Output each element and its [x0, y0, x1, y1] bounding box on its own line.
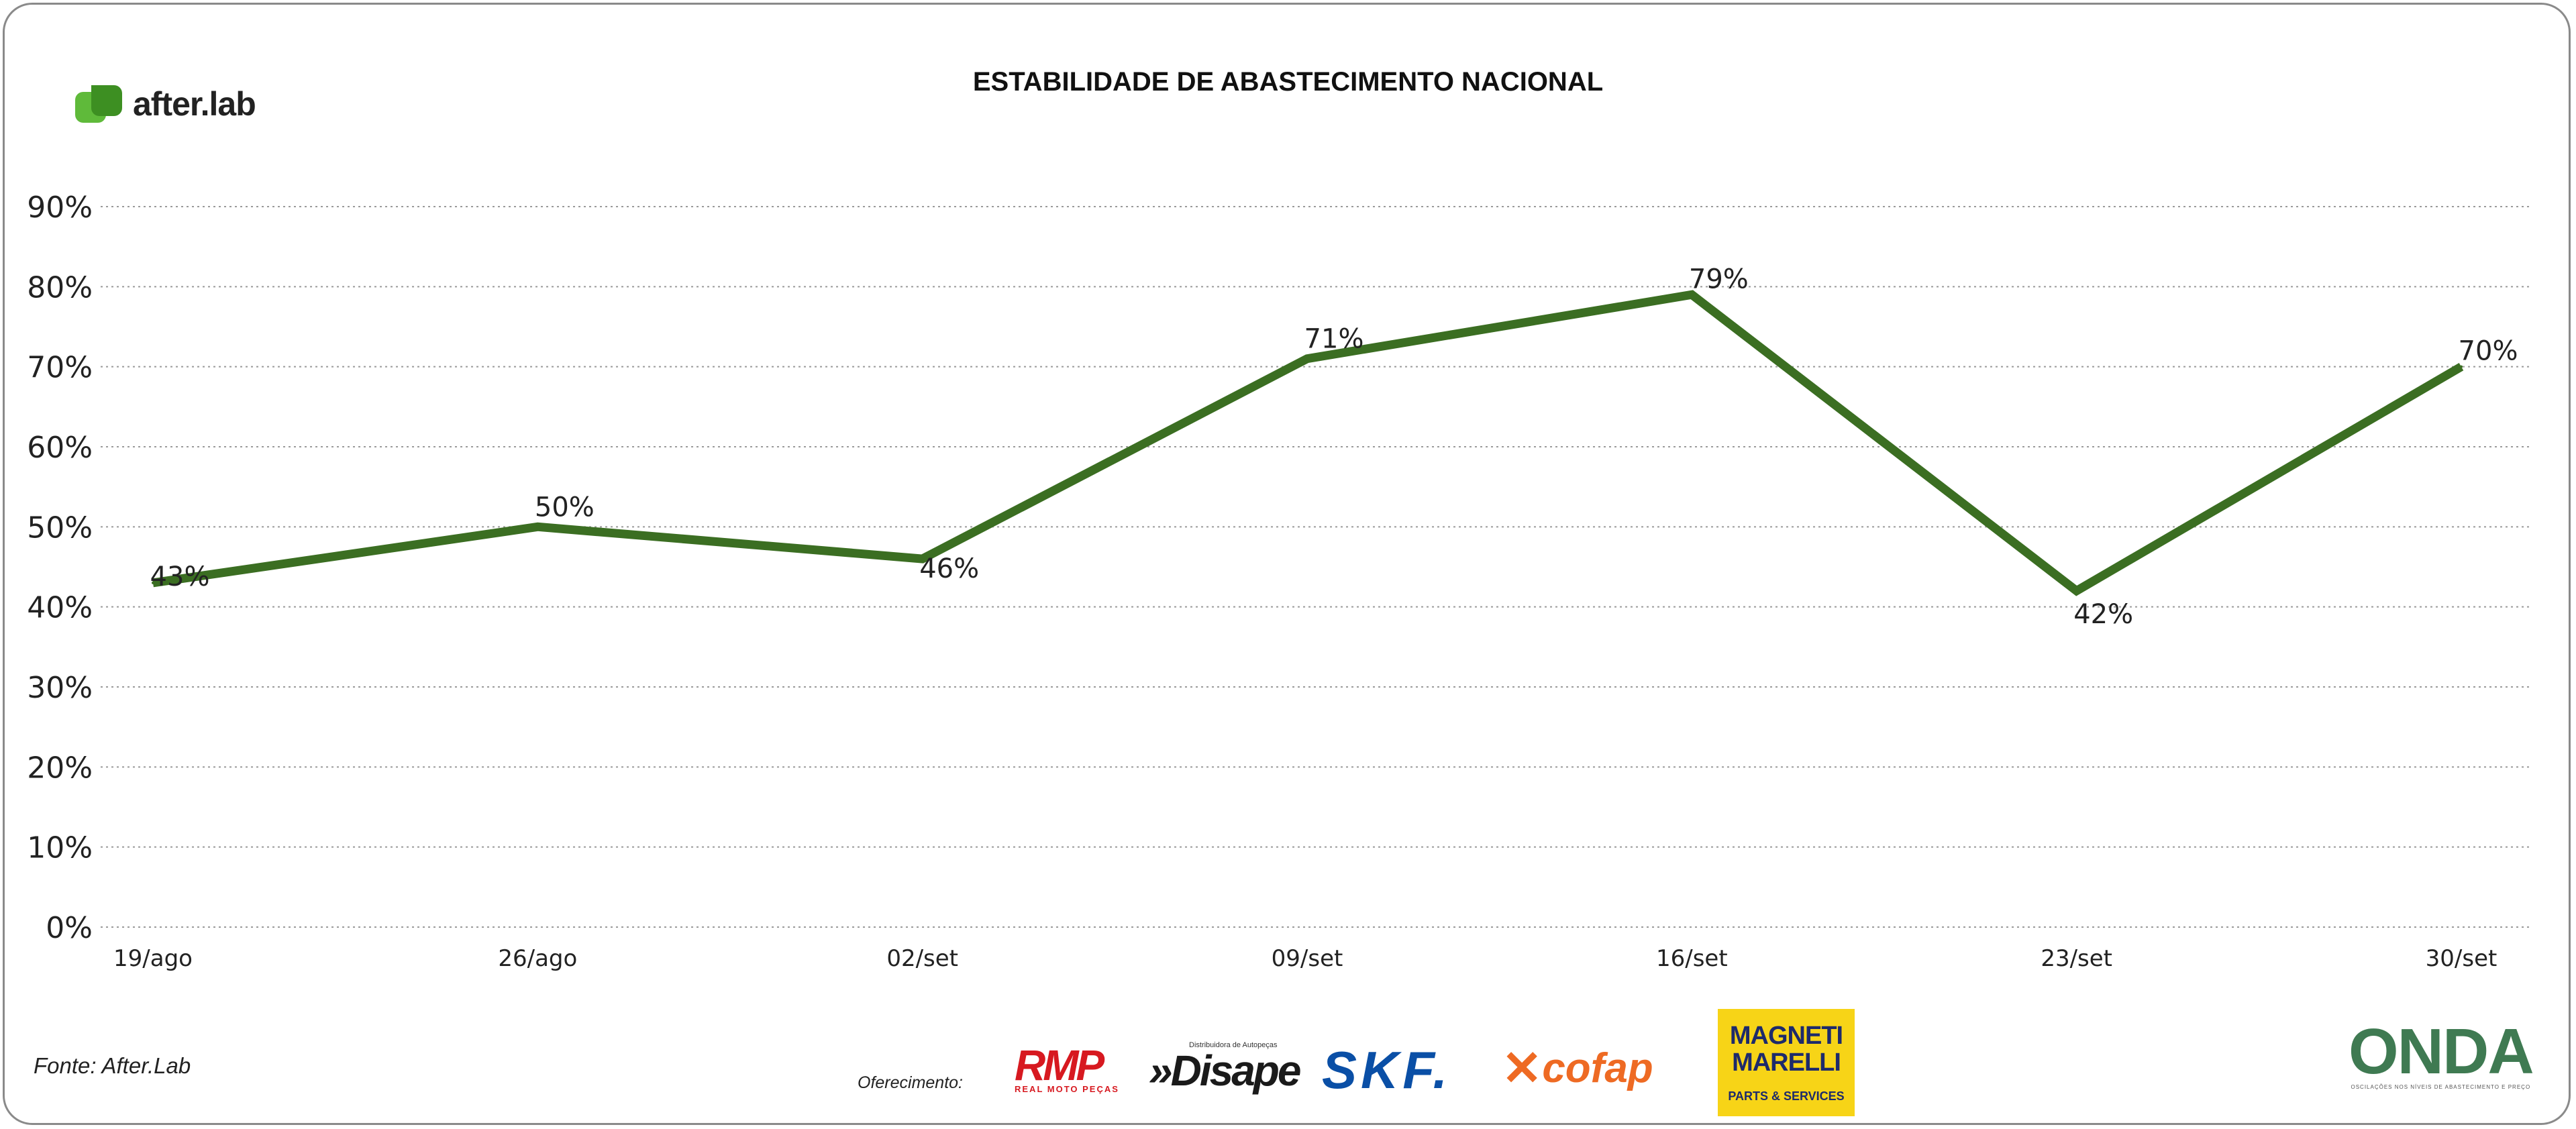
x-tick-label: 09/set	[1272, 945, 1343, 972]
afterlab-logo-icon	[75, 85, 123, 123]
data-point	[2075, 589, 2078, 592]
data-point	[536, 525, 539, 529]
onda-logo: ONDA OSCILAÇÕES NOS NÍVEIS DE ABASTECIME…	[2349, 1016, 2534, 1091]
data-label: 79%	[1689, 264, 1749, 294]
cofap-logo-icon: ✕	[1502, 1042, 1543, 1095]
y-tick-label: 40%	[27, 591, 93, 625]
disape-logo-text: »Disape	[1149, 1046, 1301, 1095]
data-label: 70%	[2459, 336, 2518, 367]
skf-logo: SKF.	[1322, 1040, 1452, 1099]
onda-logo-text: ONDA	[2349, 1016, 2534, 1087]
y-tick-label: 60%	[27, 431, 93, 465]
data-point	[152, 581, 154, 584]
chart-title: ESTABILIDADE DE ABASTECIMENTO NACIONAL	[972, 67, 1604, 97]
magneti-marelli-logo-subtext: PARTS & SERVICES	[1728, 1089, 1845, 1103]
source-note: Fonte: After.Lab	[34, 1053, 191, 1078]
rmp-logo-text: RMP	[1015, 1041, 1104, 1089]
y-tick-label: 70%	[27, 351, 93, 385]
data-label: 71%	[1304, 324, 1364, 355]
y-tick-label: 30%	[27, 671, 93, 705]
y-tick-label: 20%	[27, 751, 93, 785]
afterlab-logo-text: after.lab	[133, 85, 256, 123]
onda-logo-subtext: OSCILAÇÕES NOS NÍVEIS DE ABASTECIMENTO E…	[2351, 1084, 2531, 1090]
magneti-marelli-logo-text: MAGNETI MARELLI	[1729, 1022, 1843, 1077]
data-label: 46%	[919, 553, 979, 584]
rmp-logo: RMP REAL MOTO PEÇAS	[1015, 1041, 1130, 1094]
data-label: 50%	[535, 492, 595, 523]
x-tick-label: 30/set	[2426, 945, 2497, 972]
data-point	[921, 557, 924, 561]
x-tick-label: 02/set	[886, 945, 958, 972]
x-tick-label: 26/ago	[498, 945, 577, 972]
rmp-logo-subtext: REAL MOTO PEÇAS	[1015, 1084, 1119, 1094]
cofap-logo: ✕ cofap	[1502, 1042, 1653, 1095]
chart-frame	[3, 3, 2571, 1125]
cofap-logo-text: cofap	[1542, 1045, 1653, 1091]
y-tick-label: 10%	[27, 831, 93, 865]
x-tick-label: 19/ago	[113, 945, 193, 972]
y-tick-label: 50%	[27, 510, 93, 545]
afterlab-logo: after.lab	[75, 85, 256, 123]
x-tick-label: 16/set	[1656, 945, 1728, 972]
magneti-marelli-logo: MAGNETI MARELLI PARTS & SERVICES	[1718, 1009, 1855, 1116]
offer-label: Oferecimento:	[858, 1073, 964, 1092]
data-point	[2460, 365, 2463, 368]
y-tick-label: 90%	[27, 191, 93, 225]
y-tick-label: 0%	[46, 911, 93, 945]
disape-logo: Distribuidora de Autopeças »Disape	[1149, 1041, 1301, 1095]
data-point	[1306, 357, 1308, 360]
data-label: 43%	[150, 561, 210, 592]
data-label: 42%	[2073, 599, 2133, 630]
x-tick-label: 23/set	[2041, 945, 2112, 972]
disape-logo-tagline: Distribuidora de Autopeças	[1189, 1041, 1278, 1049]
data-point	[1690, 293, 1694, 297]
y-tick-label: 80%	[27, 270, 93, 305]
